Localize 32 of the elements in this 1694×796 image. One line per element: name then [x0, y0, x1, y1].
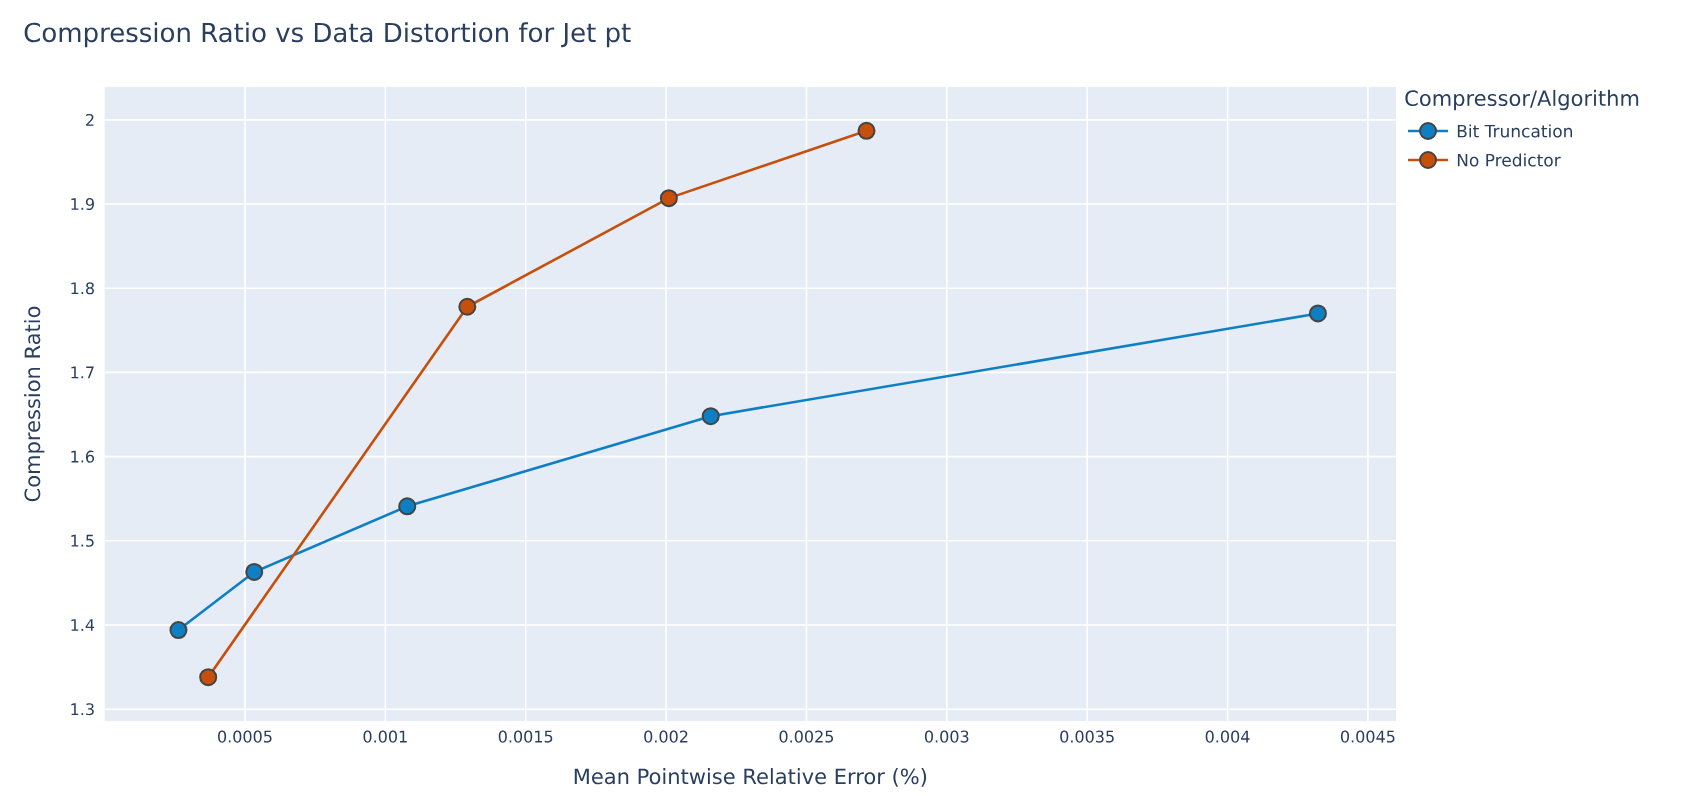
x-tick-label: 0.0005: [218, 730, 272, 743]
y-axis-title: Compression Ratio: [24, 306, 45, 502]
point: [245, 562, 264, 581]
x-tick-label: 0.0045: [1340, 730, 1395, 743]
x-tick-label: 0.001: [363, 730, 407, 743]
y-tick-label: 1.4: [71, 619, 95, 631]
point: [1308, 304, 1327, 323]
legend-title: Compressor/Algorithm: [1405, 89, 1639, 111]
x-tick-label: 0.0015: [498, 730, 553, 743]
x-tick-label: 0.0035: [1060, 730, 1114, 743]
x-tick-label: 0.004: [1205, 730, 1250, 743]
point: [458, 297, 477, 316]
y-tick-label: 1.6: [71, 450, 95, 463]
legend-label: Bit Truncation: [1457, 124, 1572, 138]
point: [659, 189, 678, 208]
point: [398, 497, 417, 516]
y-tick-label: 1.7: [71, 366, 94, 379]
x-axis-title: Mean Pointwise Relative Error (%): [574, 768, 927, 787]
y-tick-label: 1.9: [71, 197, 94, 211]
x-tick-label: 0.0025: [779, 730, 834, 743]
y-tick-label: 2: [86, 113, 94, 126]
x-tick-label: 0.002: [644, 730, 688, 743]
y-tick-label: 1.3: [71, 703, 94, 716]
point: [169, 621, 188, 640]
x-tick-label: 0.003: [924, 730, 969, 743]
y-tick-label: 1.5: [71, 534, 94, 547]
legend-label: No Predictor: [1457, 153, 1561, 167]
point: [857, 121, 876, 140]
y-tick-label: 1.8: [71, 282, 94, 295]
point: [199, 668, 218, 687]
point: [701, 407, 720, 426]
chart-title: Compression Ratio vs Data Distortion for Jet pt: [24, 22, 631, 48]
